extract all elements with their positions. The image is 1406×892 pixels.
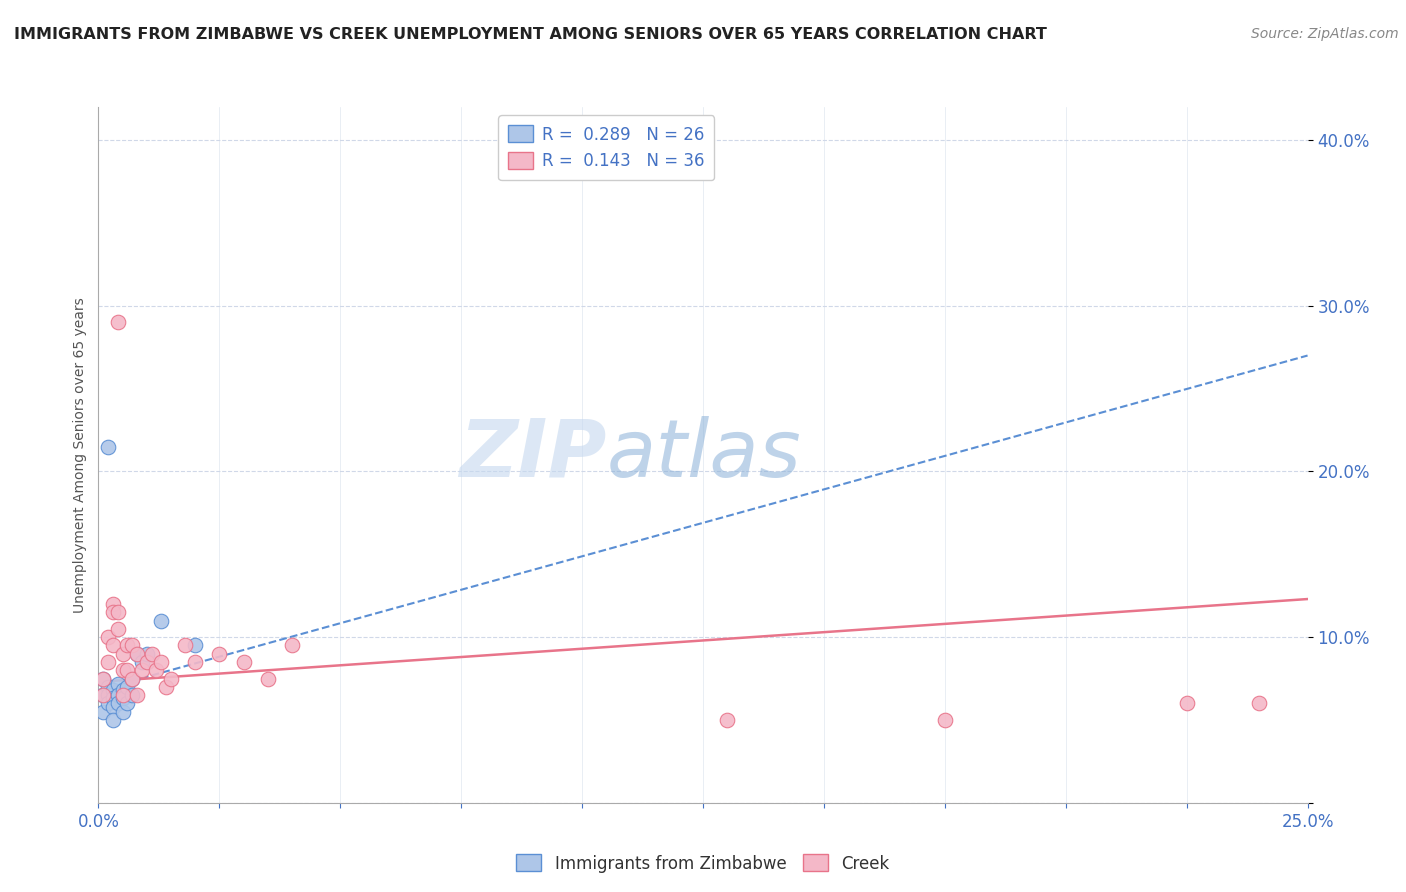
Point [127,647,149,661]
Point [131,655,153,669]
Point [91,705,114,719]
Y-axis label: Unemployment Among Seniors over 65 years: Unemployment Among Seniors over 65 years [73,297,87,613]
Point [101,699,124,714]
Point [184,639,207,653]
Text: atlas: atlas [606,416,801,494]
Point [121,672,143,686]
Point [150,655,173,669]
Legend: R =  0.289   N = 26, R =  0.143   N = 36: R = 0.289 N = 26, R = 0.143 N = 36 [498,115,714,180]
Point [111,705,134,719]
Point [111,663,134,677]
Point [107,676,129,690]
Point [101,683,124,698]
Point [131,663,153,677]
Point [117,680,139,694]
Text: ZIP: ZIP [458,416,606,494]
Point [135,655,157,669]
Point [121,672,143,686]
Point [232,655,254,669]
Point [97,630,120,644]
Point [256,672,278,686]
Point [121,688,143,702]
Point [107,622,129,636]
Point [97,688,120,702]
Point [91,688,114,702]
Point [91,672,114,686]
Point [101,691,124,706]
Point [184,655,207,669]
Point [160,672,183,686]
Point [111,688,134,702]
Point [101,597,124,611]
Point [127,647,149,661]
Point [1249,697,1271,711]
Point [101,713,124,727]
Point [117,697,139,711]
Point [174,639,197,653]
Point [127,688,149,702]
Point [107,697,129,711]
Point [1175,697,1198,711]
Point [135,647,157,661]
Point [111,647,134,661]
Point [107,688,129,702]
Point [97,655,120,669]
Point [117,663,139,677]
Point [208,647,231,661]
Point [145,663,167,677]
Point [121,639,143,653]
Point [97,697,120,711]
Point [111,691,134,706]
Point [101,605,124,619]
Point [91,688,114,702]
Point [97,680,120,694]
Text: Source: ZipAtlas.com: Source: ZipAtlas.com [1251,27,1399,41]
Point [150,614,173,628]
Point [141,647,163,661]
Point [91,672,114,686]
Point [117,639,139,653]
Point [111,683,134,698]
Point [281,639,304,653]
Point [934,713,956,727]
Point [107,315,129,329]
Point [97,440,120,454]
Legend: Immigrants from Zimbabwe, Creek: Immigrants from Zimbabwe, Creek [509,847,897,880]
Point [101,639,124,653]
Point [107,605,129,619]
Point [155,680,177,694]
Text: IMMIGRANTS FROM ZIMBABWE VS CREEK UNEMPLOYMENT AMONG SENIORS OVER 65 YEARS CORRE: IMMIGRANTS FROM ZIMBABWE VS CREEK UNEMPL… [14,27,1047,42]
Point [716,713,738,727]
